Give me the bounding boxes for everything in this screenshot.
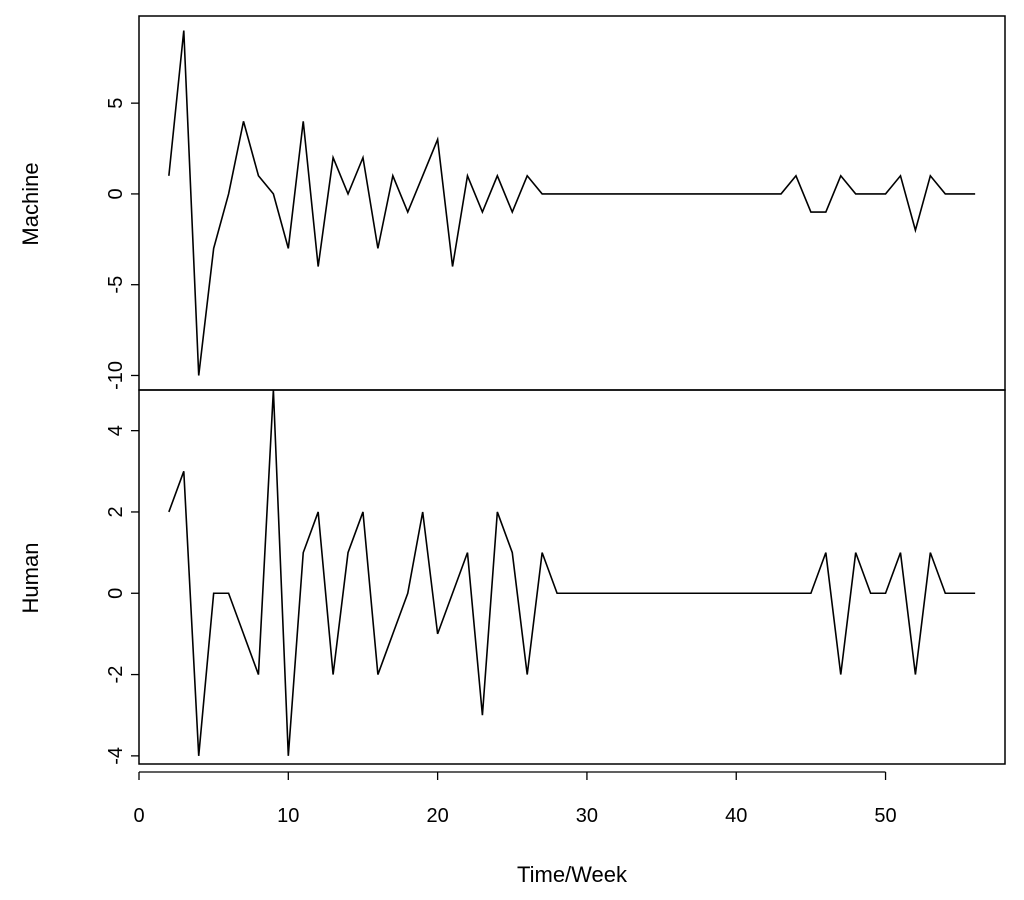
x-tick-label: 10 xyxy=(277,805,299,827)
x-axis-title: Time/Week xyxy=(517,862,628,887)
human-y-tick-label: 4 xyxy=(105,425,127,436)
x-tick-label: 20 xyxy=(426,805,448,827)
x-tick-label: 40 xyxy=(725,805,747,827)
human-y-tick-label: 0 xyxy=(105,588,127,599)
x-tick-label: 50 xyxy=(874,805,896,827)
x-axis: 0 10 20 30 40 50 xyxy=(133,771,897,827)
machine-y-tick-label: -5 xyxy=(105,276,127,294)
machine-y-tick-label: -10 xyxy=(105,361,127,390)
x-tick-label: 0 xyxy=(133,805,144,827)
human-y-tick-label: -4 xyxy=(105,747,127,765)
human-axis-title: Human xyxy=(18,543,43,614)
machine-axis-title: Machine xyxy=(18,162,43,245)
human-series-line xyxy=(168,389,976,756)
machine-y-tick-label: 0 xyxy=(105,188,127,199)
machine-series-line xyxy=(168,30,976,376)
human-y-tick-label: 2 xyxy=(105,506,127,517)
machine-y-tick-label: 5 xyxy=(105,98,127,109)
x-tick-label: 30 xyxy=(576,805,598,827)
human-panel-frame xyxy=(138,389,1006,765)
human-panel: -4 -2 0 2 4 xyxy=(105,389,1006,765)
human-y-tick-label: -2 xyxy=(105,666,127,684)
